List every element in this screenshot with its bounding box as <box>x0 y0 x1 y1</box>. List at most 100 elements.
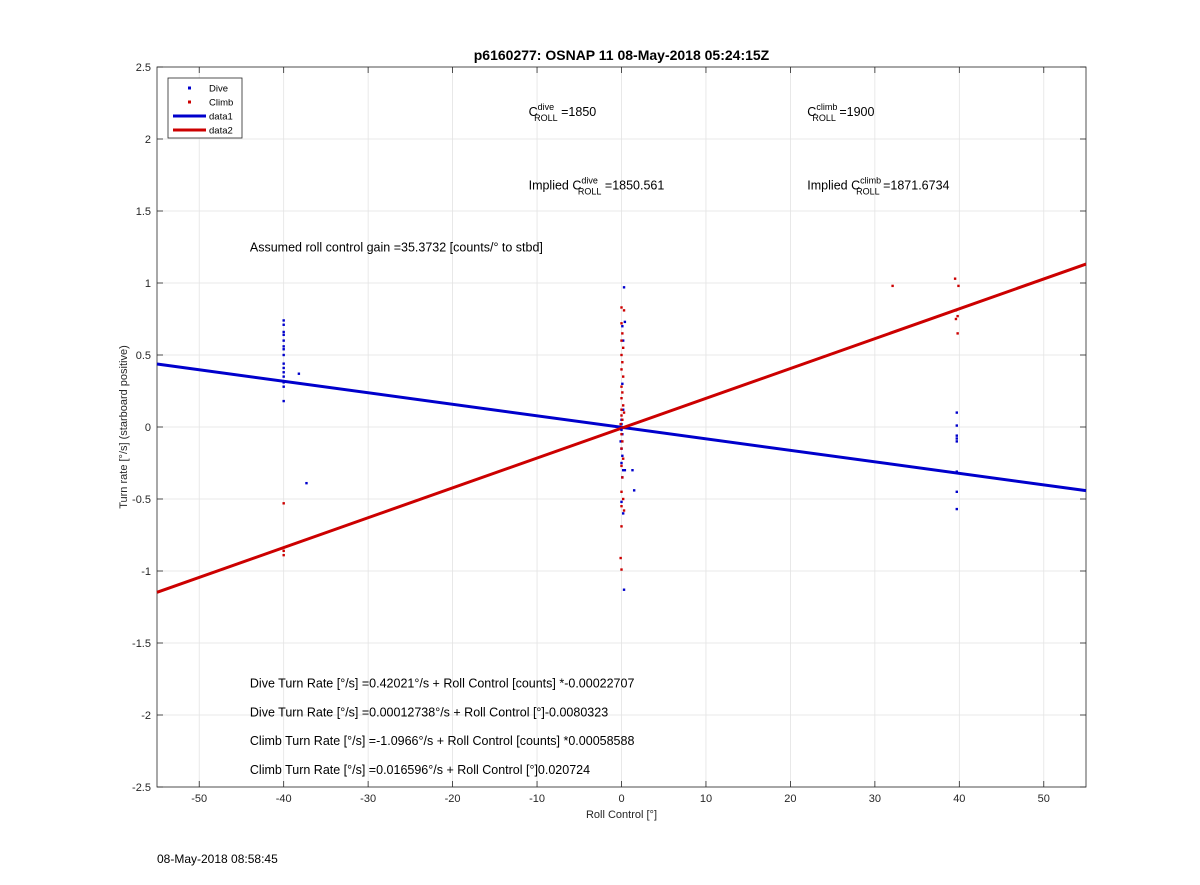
x-tick-label: -50 <box>191 793 207 805</box>
climb-point <box>282 549 285 553</box>
climb-point <box>621 476 624 479</box>
dive-point <box>631 469 634 472</box>
climb-point <box>621 361 624 364</box>
climb-point <box>622 411 626 414</box>
y-tick-label: 0 <box>145 422 151 434</box>
dive-point <box>955 411 958 414</box>
x-tick-label: 20 <box>784 793 796 805</box>
annotation-c-roll-dive: Cdive ROLL =1850 <box>529 102 597 123</box>
y-tick-label: -2 <box>141 710 151 722</box>
dive-point <box>621 339 625 342</box>
chart-title: p6160277: OSNAP 11 08-May-2018 05:24:15Z <box>474 47 770 63</box>
climb-point <box>619 556 622 560</box>
dive-point <box>955 424 958 427</box>
y-tick-label: -1.5 <box>132 638 151 650</box>
dive-point <box>282 381 285 384</box>
fit-line-data2 <box>156 262 1087 594</box>
print-timestamp: 08-May-2018 08:58:45 <box>157 852 278 866</box>
dive-point <box>297 372 301 375</box>
legend-swatch-dive <box>188 86 191 90</box>
climb-point <box>620 306 623 309</box>
legend-label-data2: data2 <box>209 126 233 137</box>
climb-point <box>954 317 958 321</box>
y-tick-label: 0.5 <box>136 350 151 362</box>
annotations: Cdive ROLL =1850 Cclimb ROLL =1900 Implied C… <box>250 102 950 777</box>
dive-point <box>282 319 285 322</box>
climb-point <box>282 502 285 505</box>
dive-point <box>282 375 285 378</box>
climb-point <box>956 332 959 335</box>
climb-point <box>622 309 626 312</box>
dive-point <box>282 385 285 388</box>
y-tick-label: 2 <box>145 134 151 146</box>
annotation-dive-eq-deg: Dive Turn Rate [°/s] =0.00012738°/s + Ro… <box>250 705 608 719</box>
climb-point <box>956 314 959 318</box>
x-tick-label: 50 <box>1038 793 1050 805</box>
dive-point <box>282 323 285 326</box>
y-tick-label: -1 <box>141 566 151 578</box>
annotation-climb-eq-deg: Climb Turn Rate [°/s] =0.016596°/s + Rol… <box>250 763 590 777</box>
climb-point <box>621 404 625 407</box>
x-tick-label: -10 <box>529 793 545 805</box>
climb-point <box>619 422 622 426</box>
dive-point <box>955 490 958 493</box>
y-axis-label: Turn rate [°/s] (starboard positive) <box>118 345 130 509</box>
dive-point <box>623 469 627 472</box>
dive-point <box>955 507 958 511</box>
y-tick-label: -2.5 <box>132 782 151 794</box>
climb-point <box>621 497 625 501</box>
dive-point <box>621 382 624 385</box>
dive-point <box>955 434 958 437</box>
climb-point <box>953 277 957 280</box>
legend-label-climb: Climb <box>209 98 233 109</box>
x-tick-label: -40 <box>276 793 292 805</box>
climb-point <box>620 322 623 325</box>
annotation-implied-climb: Implied Cclimb ROLL =1871.6734 <box>807 175 949 196</box>
climb-point <box>891 284 894 288</box>
legend-swatch-climb <box>188 100 191 104</box>
x-axis-label: Roll Control [°] <box>586 809 657 821</box>
climb-point <box>621 375 625 378</box>
climb-point <box>954 309 958 312</box>
y-tick-label: 1 <box>145 278 151 290</box>
dive-point <box>621 408 625 411</box>
legend-box <box>167 77 243 139</box>
dive-point <box>282 371 285 374</box>
climb-point <box>620 464 623 468</box>
data-points <box>282 277 960 591</box>
dive-point <box>621 325 624 328</box>
dive-point <box>282 330 285 334</box>
x-tick-label: 0 <box>618 793 624 805</box>
dive-point <box>955 440 958 443</box>
annotation-c-roll-climb: Cclimb ROLL =1900 <box>807 102 874 123</box>
climb-point <box>620 339 623 342</box>
dive-point <box>622 588 626 591</box>
climb-point <box>620 505 623 508</box>
dive-point <box>282 348 285 351</box>
dive-point <box>282 333 285 337</box>
dive-point <box>623 320 627 324</box>
climb-point <box>621 440 624 443</box>
dive-point <box>282 362 285 365</box>
dive-point <box>620 500 623 504</box>
dive-point <box>282 353 285 357</box>
climb-point <box>620 447 623 450</box>
fit-lines <box>156 262 1087 594</box>
climb-point <box>620 397 623 400</box>
climb-point <box>620 408 623 411</box>
climb-point <box>620 525 623 528</box>
annotation-roll-gain: Assumed roll control gain =35.3732 [coun… <box>250 240 543 254</box>
ticks: -50 -40 -30 -20 -10 0 10 20 30 40 50-2.5-2-1.5-1-0… <box>132 62 1086 805</box>
x-tick-label: 30 <box>869 793 881 805</box>
climb-point <box>282 553 285 557</box>
climb-point <box>621 457 625 460</box>
dive-point <box>955 437 958 440</box>
dive-point <box>955 470 958 473</box>
annotation-dive-eq-counts: Dive Turn Rate [°/s] =0.42021°/s + Roll … <box>250 677 635 691</box>
climb-point <box>620 353 623 357</box>
climb-point <box>957 284 960 288</box>
dive-point <box>282 366 285 370</box>
dive-point <box>282 339 285 342</box>
x-tick-label: 10 <box>700 793 712 805</box>
